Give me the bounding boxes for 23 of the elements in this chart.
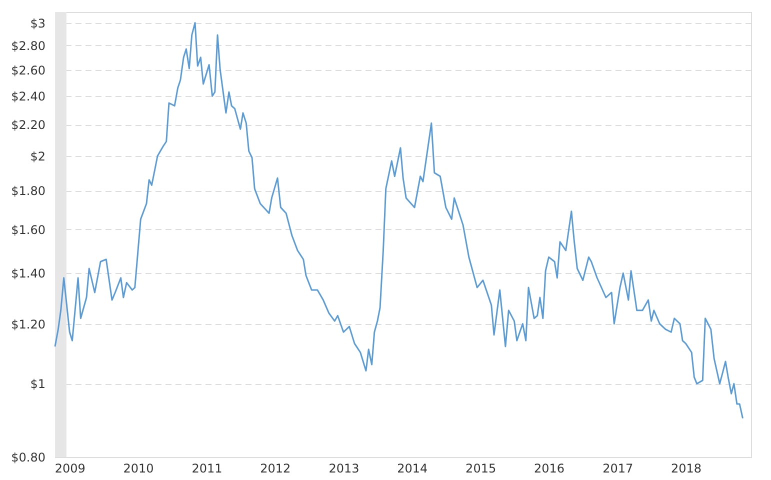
- y-tick-label: $1.20: [11, 317, 46, 332]
- y-tick-label: $3: [30, 16, 46, 30]
- x-tick-label: 2009: [54, 462, 86, 476]
- y-tick-label: $1.40: [11, 266, 46, 281]
- y-tick-label: $1.80: [11, 184, 46, 198]
- y-tick-label: $2.60: [11, 63, 46, 78]
- x-tick-label: 2017: [602, 462, 634, 476]
- y-tick-label: $2.40: [11, 90, 46, 104]
- y-tick-label: $2: [30, 149, 46, 164]
- y-tick-label: $2.20: [11, 118, 46, 132]
- y-tick-label: $1: [30, 377, 46, 392]
- x-tick-label: 2011: [192, 462, 222, 476]
- y-tick-label: $2.80: [11, 38, 46, 53]
- x-tick-label: 2010: [123, 462, 154, 476]
- line-series: [54, 22, 744, 420]
- x-tick-label: 2014: [397, 462, 428, 476]
- y-tick-label: $0.80: [11, 450, 46, 464]
- y-tick-label: $1.60: [11, 222, 46, 237]
- x-tick-label: 2012: [260, 462, 291, 476]
- x-tick-label: 2018: [670, 462, 702, 476]
- x-tick-label: 2015: [466, 462, 496, 476]
- x-tick-label: 2016: [534, 462, 565, 476]
- x-tick-label: 2013: [328, 462, 360, 476]
